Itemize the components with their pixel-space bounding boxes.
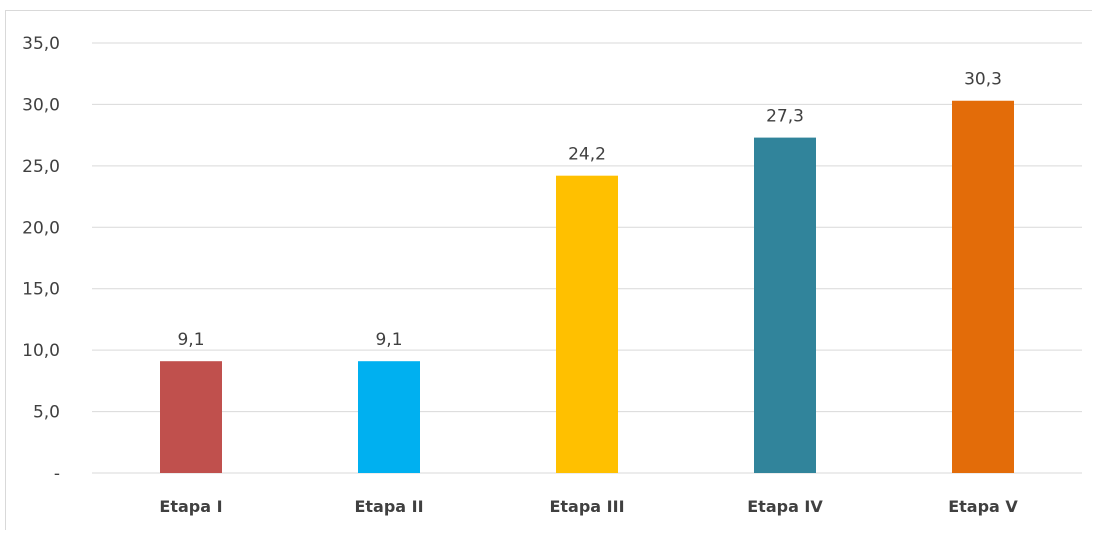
x-axis-category-labels: Etapa I Etapa II Etapa III Etapa IV Etapa V <box>159 497 1018 516</box>
y-tick-label: 15,0 <box>22 280 60 300</box>
category-label: Etapa IV <box>747 497 823 516</box>
bar <box>160 361 222 473</box>
category-label: Etapa III <box>549 497 624 516</box>
bar <box>556 175 618 473</box>
category-label: Etapa II <box>354 497 423 516</box>
bar <box>952 100 1014 473</box>
data-label: 24,2 <box>568 145 606 165</box>
y-tick-label: 20,0 <box>22 218 60 238</box>
y-tick-label: 25,0 <box>22 157 60 177</box>
y-axis-tick-labels: - 5,0 10,0 15,0 20,0 25,0 30,0 35,0 <box>22 34 60 484</box>
bar <box>358 361 420 473</box>
category-label: Etapa I <box>159 497 222 516</box>
y-tick-label: 5,0 <box>33 403 60 423</box>
data-label: 27,3 <box>766 107 804 127</box>
data-label: 30,3 <box>964 70 1002 90</box>
y-tick-label: 10,0 <box>22 341 60 361</box>
y-tick-label: 35,0 <box>22 34 60 54</box>
data-labels: 9,1 9,1 24,2 27,3 30,3 <box>177 70 1001 350</box>
y-tick-label: 30,0 <box>22 95 60 115</box>
data-label: 9,1 <box>177 330 204 350</box>
category-label: Etapa V <box>948 497 1018 516</box>
bar <box>754 137 816 473</box>
y-tick-label: - <box>54 464 60 484</box>
chart-frame <box>5 10 1092 530</box>
data-label: 9,1 <box>375 330 402 350</box>
bars <box>160 100 1014 473</box>
